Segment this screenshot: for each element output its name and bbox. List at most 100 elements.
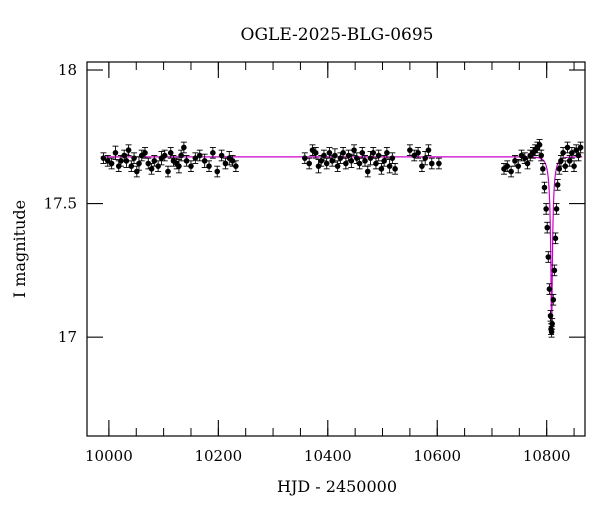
y-tick-label: 18 xyxy=(58,61,77,79)
data-point-marker xyxy=(155,163,161,169)
data-point-marker xyxy=(540,166,546,172)
plot-frame xyxy=(86,61,586,437)
data-point-marker xyxy=(128,163,135,169)
data-point-marker xyxy=(118,158,124,164)
data-point-marker xyxy=(206,163,212,169)
data-point-marker xyxy=(201,158,208,164)
data-point-marker xyxy=(549,321,555,327)
x-tick-label: 10200 xyxy=(194,447,242,465)
data-point xyxy=(568,147,575,159)
data-point xyxy=(571,160,578,172)
data-point-marker xyxy=(323,160,330,167)
data-point xyxy=(386,159,393,174)
data-point xyxy=(218,149,225,162)
data-point-marker xyxy=(214,168,221,175)
data-point xyxy=(553,203,560,215)
data-point-marker xyxy=(345,152,352,159)
data-point xyxy=(100,152,107,164)
data-point xyxy=(131,152,138,164)
data-point-marker xyxy=(419,163,425,169)
data-point xyxy=(170,155,177,167)
y-tick-label: 17 xyxy=(58,328,77,346)
data-point xyxy=(381,155,388,167)
data-point-marker xyxy=(389,155,396,161)
data-point-marker xyxy=(544,224,551,231)
data-point xyxy=(538,149,545,162)
chart-title: OGLE-2025-BLG-0695 xyxy=(241,25,434,45)
data-point xyxy=(418,160,425,172)
data-point xyxy=(425,144,432,156)
data-point-marker xyxy=(571,163,577,169)
data-point-marker xyxy=(167,150,174,156)
x-tick-label: 10000 xyxy=(85,447,133,465)
data-point-marker xyxy=(142,150,148,156)
data-point-marker xyxy=(569,150,575,156)
data-point-marker xyxy=(340,150,346,156)
data-point xyxy=(515,159,522,174)
data-point-marker xyxy=(508,168,514,175)
x-tick-label: 10600 xyxy=(413,447,461,465)
data-point xyxy=(164,165,171,178)
data-point-marker xyxy=(564,144,571,151)
data-point xyxy=(544,221,551,234)
data-point xyxy=(222,157,229,170)
data-point-marker xyxy=(536,142,543,148)
data-point-marker xyxy=(386,163,393,169)
data-point xyxy=(309,144,316,156)
data-point xyxy=(389,152,396,164)
data-point-marker xyxy=(302,155,308,161)
data-point-marker xyxy=(312,150,319,156)
data-point-marker xyxy=(425,147,432,153)
data-point-marker xyxy=(148,166,155,172)
data-point xyxy=(142,147,149,159)
data-point xyxy=(370,147,377,159)
data-point xyxy=(562,160,569,172)
data-point-marker xyxy=(145,160,152,167)
data-point-marker xyxy=(553,206,560,212)
data-point-marker xyxy=(546,286,553,292)
data-point-marker xyxy=(222,160,229,167)
data-point xyxy=(192,152,199,164)
data-point-marker xyxy=(100,155,107,161)
x-tick-label: 10400 xyxy=(304,447,352,465)
data-point-marker xyxy=(359,150,366,156)
data-point xyxy=(428,157,435,170)
data-point-marker xyxy=(524,160,531,167)
data-point xyxy=(232,160,239,172)
data-point-marker xyxy=(551,267,558,274)
data-point xyxy=(543,203,550,215)
data-point xyxy=(362,155,369,167)
y-tick-label: 17.5 xyxy=(44,195,77,213)
data-point-marker xyxy=(554,182,561,188)
data-point xyxy=(178,149,185,162)
data-point xyxy=(547,309,554,322)
data-point xyxy=(422,151,429,166)
data-point-marker xyxy=(108,160,115,167)
data-point-marker xyxy=(556,166,563,172)
data-point xyxy=(301,152,308,164)
data-point xyxy=(151,155,158,167)
data-point-marker xyxy=(566,158,573,164)
data-point-marker xyxy=(560,150,566,156)
data-point-marker xyxy=(381,158,387,164)
data-point xyxy=(187,160,194,172)
data-point-marker xyxy=(181,144,187,151)
data-point xyxy=(306,157,313,170)
data-point xyxy=(577,141,584,154)
data-point xyxy=(123,153,130,168)
data-point-marker xyxy=(125,147,132,153)
data-point xyxy=(214,165,221,178)
y-axis-label: I magnitude xyxy=(10,200,29,298)
data-point-marker xyxy=(348,158,355,164)
x-tick-labels: 10000 10200 10400 10600 10800 xyxy=(85,447,571,465)
data-point-marker xyxy=(422,155,429,161)
model-curve-line xyxy=(100,156,583,332)
data-point xyxy=(145,157,152,170)
data-point-marker xyxy=(161,152,168,159)
data-point-marker xyxy=(332,152,338,159)
data-point-marker xyxy=(218,152,225,159)
data-point xyxy=(320,149,327,162)
data-point xyxy=(552,232,559,245)
data-point xyxy=(209,147,216,159)
x-axis-label: HJD - 2450000 xyxy=(277,477,397,496)
